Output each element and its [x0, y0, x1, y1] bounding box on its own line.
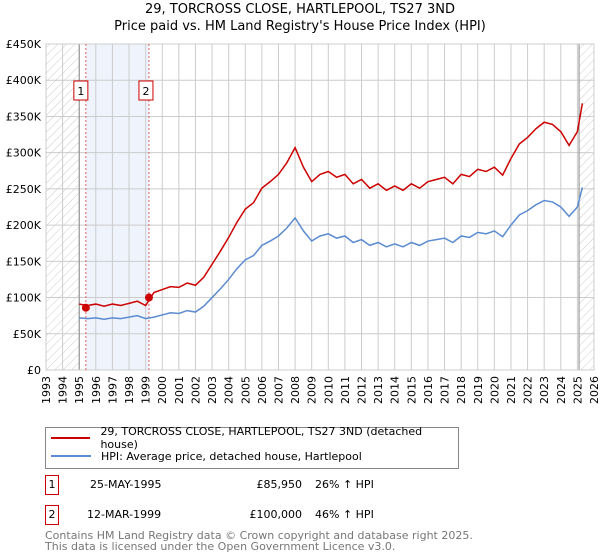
footer-licence: This data is licensed under the Open Gov…: [45, 540, 396, 553]
plot-border: [45, 43, 595, 371]
x-tick-label: 2002: [189, 376, 202, 404]
x-tick-label: 1997: [106, 376, 119, 404]
red-line-swatch: [51, 437, 91, 439]
x-tick-label: 2023: [538, 376, 551, 404]
legend-label: HPI: Average price, detached house, Hart…: [101, 449, 362, 463]
x-tick-label: 2021: [505, 376, 518, 404]
sale-point: [81, 303, 90, 312]
sale-label-box: [73, 80, 89, 101]
x-tick-label: 2026: [588, 376, 600, 404]
x-tick-label: 2020: [488, 376, 501, 404]
chart-subtitle: Price paid vs. HM Land Registry's House …: [114, 19, 486, 34]
legend-item-property: 29, TORCROSS CLOSE, HARTLEPOOL, TS27 3ND…: [51, 425, 458, 451]
x-tick-label: 2012: [356, 376, 369, 404]
sale-marker-badge: 2: [45, 505, 59, 525]
sale-price: £100,000: [249, 508, 303, 521]
sale-hpi-diff: 26% ↑ HPI: [315, 478, 374, 491]
price-chart: 1993 1994 1995 1996 1997 1998 1999 2000 2001 2002…: [6, 38, 600, 404]
y-tick-label: £100K: [6, 292, 42, 305]
x-tick-label: 2017: [439, 376, 452, 404]
x-tick-label: 2016: [422, 376, 435, 404]
x-tick-label: 1998: [123, 376, 136, 404]
sale-date: 25-MAY-1995: [90, 478, 162, 491]
footer-copyright: Contains HM Land Registry data © Crown c…: [45, 529, 473, 542]
sale-label-box: [138, 80, 154, 101]
legend-label: 29, TORCROSS CLOSE, HARTLEPOOL, TS27 3ND…: [100, 425, 423, 451]
x-tick-label: 2009: [306, 376, 319, 404]
x-tick-label: 2013: [372, 376, 385, 404]
x-tick-label: 1996: [90, 376, 103, 404]
sale-marker-badge: 1: [45, 475, 59, 495]
y-tick-label: £150K: [6, 255, 42, 268]
y-tick-label: £50K: [13, 328, 42, 341]
y-tick-label: £0: [27, 364, 41, 377]
x-tick-label: 2022: [522, 376, 535, 404]
x-tick-label: 1995: [73, 376, 86, 404]
x-tick-label: 2019: [472, 376, 485, 404]
y-tick-label: £250K: [6, 183, 42, 196]
x-tick-label: 2004: [223, 376, 236, 404]
x-tick-label: 2000: [156, 376, 169, 404]
x-tick-label: 1993: [40, 376, 53, 404]
y-tick-label: £400K: [6, 74, 42, 87]
x-tick-label: 2011: [339, 376, 352, 404]
blue-line-swatch: [51, 455, 91, 457]
hatched-region-end: [579, 44, 594, 370]
x-tick-label: 2008: [289, 376, 302, 404]
sale-price: £85,950: [256, 478, 303, 491]
y-tick-label: £300K: [6, 147, 42, 160]
y-tick-label: £350K: [6, 110, 42, 123]
sale-hpi-diff: 46% ↑ HPI: [315, 508, 374, 521]
chart-title: 29, TORCROSS CLOSE, HARTLEPOOL, TS27 3ND: [144, 2, 455, 17]
x-tick-label: 2010: [322, 376, 335, 404]
x-tick-label: 2003: [206, 376, 219, 404]
x-tick-label: 2015: [405, 376, 418, 404]
property-price-line: [79, 103, 584, 308]
sale-label: 2: [142, 85, 149, 98]
x-tick-label: 2001: [173, 376, 186, 404]
y-tick-label: £450K: [6, 38, 42, 51]
x-tick-label: 2006: [256, 376, 269, 404]
footer: Contains HM Land Registry data © Crown c…: [45, 530, 473, 552]
x-tick-label: 2025: [571, 376, 584, 404]
y-tick-label: £200K: [6, 219, 42, 232]
legend: 29, TORCROSS CLOSE, HARTLEPOOL, TS27 3ND…: [45, 425, 459, 469]
sale-label: 1: [77, 85, 84, 98]
sale-date: 12-MAR-1999: [87, 508, 162, 521]
x-tick-label: 2018: [455, 376, 468, 404]
x-tick-label: 1999: [140, 376, 153, 404]
x-tick-label: 2005: [239, 376, 252, 404]
x-tick-label: 2024: [555, 376, 568, 404]
legend-item-hpi: HPI: Average price, detached house, Hart…: [51, 447, 362, 465]
x-tick-label: 2007: [272, 376, 285, 404]
sale-point: [144, 293, 153, 302]
x-tick-label: 1994: [57, 376, 70, 404]
x-tick-label: 2014: [389, 376, 402, 404]
hpi-line: [79, 187, 584, 321]
